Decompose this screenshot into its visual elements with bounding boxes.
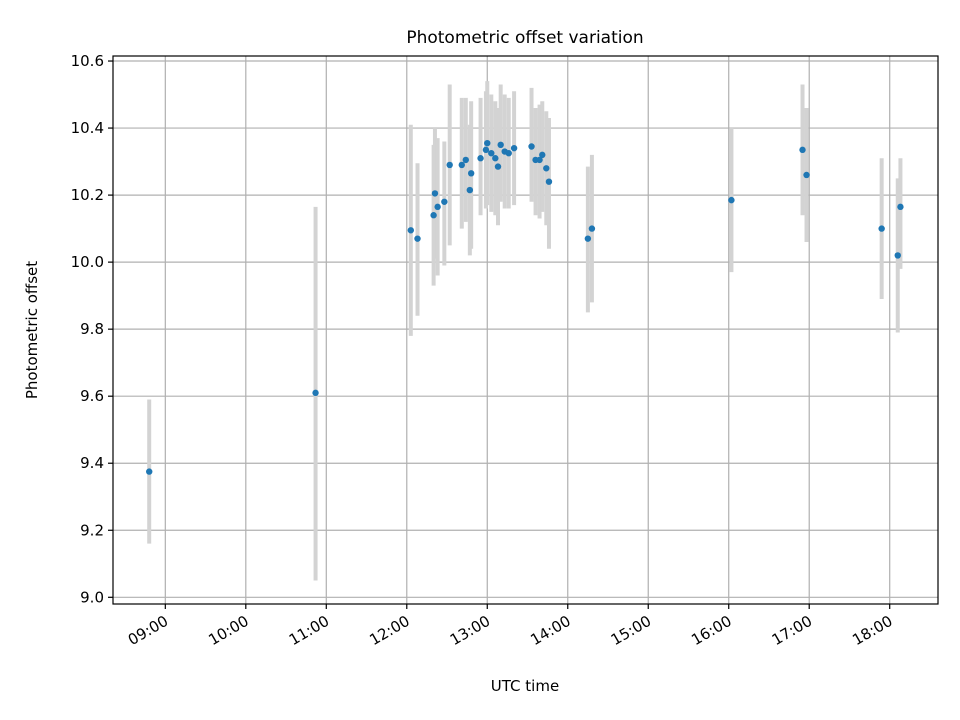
data-point [799, 146, 806, 154]
data-point [414, 235, 421, 242]
x-tick-label: 11:00 [286, 612, 332, 649]
data-point [494, 163, 502, 170]
x-axis-ticks: 09:00 10:00 11:00 12:00 13:00 14:00 15:00 16:00… [125, 604, 896, 649]
data-point [492, 155, 499, 162]
data-point [878, 225, 885, 232]
y-tick-label: 9.2 [80, 521, 104, 539]
data-point [407, 227, 415, 234]
data-point [728, 196, 735, 204]
data-point [467, 170, 475, 177]
data-point [588, 225, 596, 232]
x-axis-label: UTC time [491, 677, 559, 695]
plot-frame [112, 55, 939, 605]
y-tick-label: 9.6 [80, 387, 104, 405]
data-points [146, 139, 904, 475]
data-point [505, 149, 512, 157]
x-tick-label: 15:00 [608, 612, 654, 649]
grid [113, 56, 938, 604]
y-tick-label: 10.0 [71, 253, 104, 271]
data-point [543, 165, 550, 172]
y-tick-label: 10.6 [71, 52, 104, 70]
data-point [462, 156, 470, 164]
data-point [894, 252, 901, 259]
x-tick-label: 14:00 [527, 612, 573, 649]
data-point [434, 203, 441, 211]
data-point [466, 186, 474, 194]
x-tick-label: 16:00 [688, 612, 734, 649]
data-point [545, 178, 553, 185]
data-point [497, 141, 504, 149]
x-tick-label: 10:00 [205, 612, 251, 649]
y-tick-label: 9.0 [80, 588, 104, 606]
x-tick-label: 13:00 [447, 612, 493, 649]
error-bars [147, 81, 903, 581]
x-tick-label: 18:00 [849, 612, 895, 649]
x-tick-label: 12:00 [366, 612, 412, 649]
data-point [803, 171, 810, 179]
data-point [441, 198, 448, 205]
data-point [528, 143, 535, 150]
y-axis-label: Photometric offset [23, 261, 41, 399]
data-point [536, 156, 543, 164]
data-point [446, 161, 453, 169]
data-point [312, 389, 319, 397]
data-point [484, 139, 491, 147]
data-point [458, 161, 465, 169]
data-point [584, 235, 592, 242]
data-point [897, 203, 904, 211]
data-point [510, 144, 518, 152]
x-tick-label: 09:00 [125, 612, 171, 649]
data-point [488, 149, 495, 157]
chart-title: Photometric offset variation [406, 28, 643, 48]
data-point [431, 190, 439, 197]
x-tick-label: 17:00 [769, 612, 815, 649]
y-tick-label: 9.4 [80, 454, 104, 472]
data-point [430, 212, 437, 219]
y-tick-label: 10.4 [71, 119, 104, 137]
data-point [539, 151, 546, 159]
data-point [146, 468, 153, 475]
data-point [477, 155, 484, 162]
y-tick-label: 10.2 [71, 186, 104, 204]
y-axis-ticks: 9.0 9.2 9.4 9.6 9.8 10.0 10.2 10.4 10.6 [71, 52, 113, 606]
y-tick-label: 9.8 [80, 320, 104, 338]
data-point [482, 146, 490, 154]
